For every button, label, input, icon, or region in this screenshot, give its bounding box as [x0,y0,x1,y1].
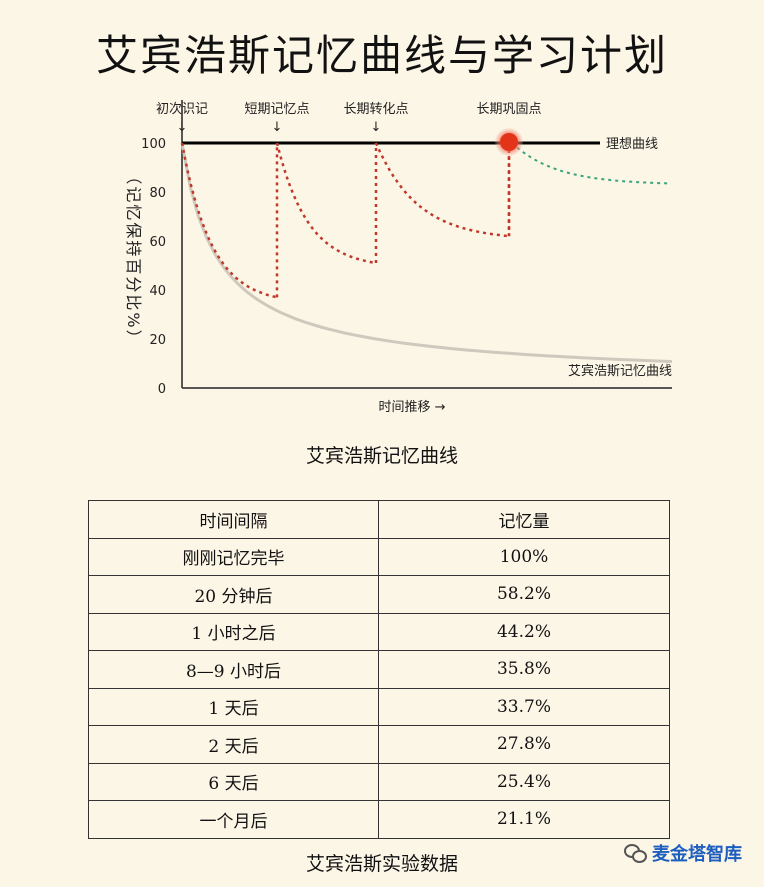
cell-time-interval: 20 分钟后 [88,575,379,614]
cell-memory-amount: 25.4% [378,762,670,801]
watermark-text: 麦金塔智库 [652,844,742,865]
table-header-row: 时间间隔 记忆量 [88,500,670,539]
wechat-icon [624,844,647,863]
cell-time-interval: 8—9 小时后 [88,650,379,689]
page-title: 艾宾浩斯记忆曲线与学习计划 [95,31,668,80]
watermark: 麦金塔智库 [624,840,742,866]
point-arrow: ↓ [371,120,382,135]
y-tick-label: 0 [158,382,166,397]
point-label: 长期转化点 [343,102,408,117]
y-tick-label: 20 [149,333,166,348]
cell-memory-amount: 44.2% [378,612,670,651]
experiment-table: 时间间隔 记忆量 刚刚记忆完毕 100% 20 分钟后 58.2% 1 小时之后 44.2… [88,500,670,839]
cell-memory-amount: 35.8% [378,650,670,689]
y-tick-label: 40 [149,284,166,299]
table-row: 6 天后 25.4% [88,762,670,801]
cell-time-interval: 刚刚记忆完毕 [88,537,379,576]
review-decay-curve [180,142,278,299]
y-tick-label: 60 [149,235,166,250]
cell-time-interval: 6 天后 [88,762,379,801]
point-label: 短期记忆点 [244,101,309,117]
y-tick-label: 80 [149,186,166,201]
cell-memory-amount: 58.2% [378,575,670,614]
point-label: 长期巩固点 [476,102,541,117]
table-row: 8—9 小时后 35.8% [88,650,670,689]
cell-time-interval: 一个月后 [88,800,379,839]
retention-chart: 0 20 40 60 80 100 （记忆保持百分比%） 时间推移 → 初次识记 ↓ 短期记忆点 ↓ 长… [124,100,673,415]
review-decay-curve [275,142,377,265]
point-arrow: ↓ [272,120,283,135]
table-caption: 艾宾浩斯实验数据 [305,853,458,875]
y-tick-label: 100 [141,137,166,152]
cell-memory-amount: 33.7% [378,687,670,726]
point-label: 初次识记 [156,101,208,117]
table-row: 2 天后 27.8% [88,725,670,764]
chart-caption: 艾宾浩斯记忆曲线 [305,445,458,467]
header-memory-amount: 记忆量 [378,500,670,539]
consolidation-marker [500,133,518,151]
cell-memory-amount: 100% [378,537,670,576]
cell-time-interval: 1 天后 [88,687,379,726]
forgetting-curve-label: 艾宾浩斯记忆曲线 [568,363,672,379]
cell-time-interval: 2 天后 [88,725,379,764]
header-time-interval: 时间间隔 [88,500,379,539]
point-arrow: ↓ [177,120,188,135]
table-row: 1 天后 33.7% [88,687,670,726]
table-row: 20 分钟后 58.2% [88,575,670,614]
cell-time-interval: 1 小时之后 [88,612,379,651]
cell-memory-amount: 27.8% [378,725,670,764]
ideal-line-label: 理想曲线 [606,136,658,152]
review-decay-curve [374,142,510,238]
x-axis-label: 时间推移 → [378,400,445,415]
table-row: 一个月后 21.1% [88,800,670,839]
forgetting-curve [180,142,673,363]
cell-memory-amount: 21.1% [378,800,670,839]
long-term-curve [511,142,669,185]
y-axis-label: （记忆保持百分比%） [124,168,143,347]
table-row: 1 小时之后 44.2% [88,612,670,651]
table-row: 刚刚记忆完毕 100% [88,537,670,576]
